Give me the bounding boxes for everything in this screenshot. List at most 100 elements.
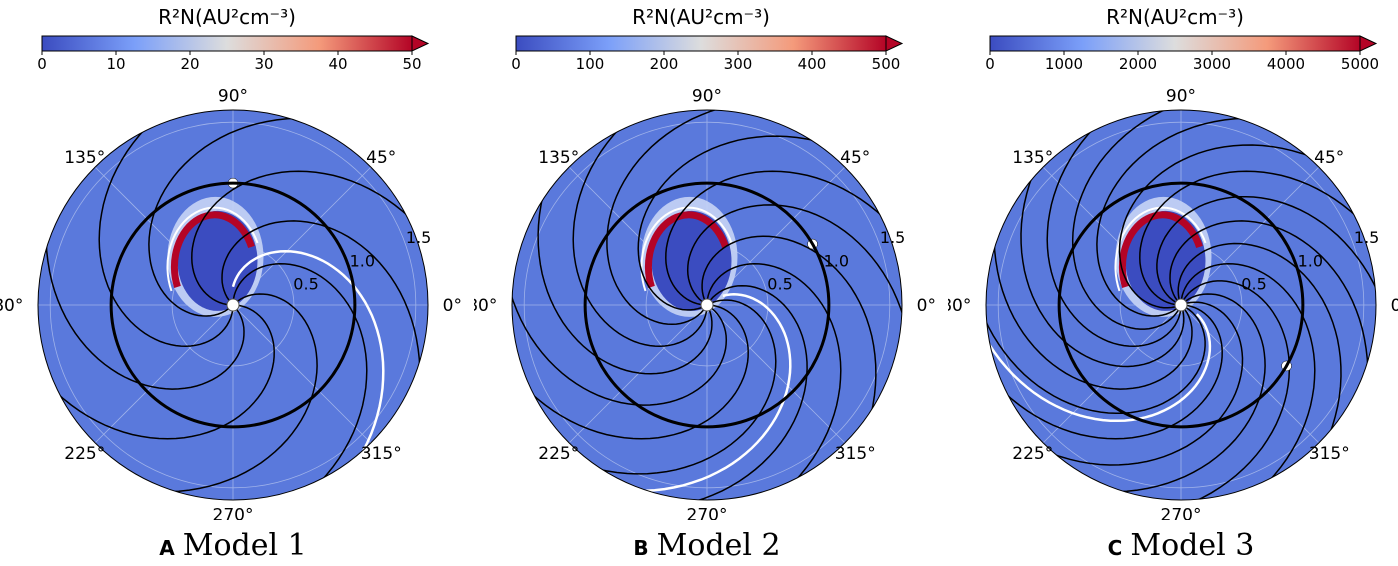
colorbar-tick-label: 2000 bbox=[1119, 55, 1157, 73]
colorbar-tick-label: 3000 bbox=[1193, 55, 1231, 73]
radial-tick-label: 1.5 bbox=[406, 228, 431, 247]
field-line bbox=[993, 139, 1193, 390]
colorbar-tick-label: 20 bbox=[180, 55, 199, 73]
field-line bbox=[704, 263, 842, 500]
field-line bbox=[572, 110, 710, 347]
angle-tick-label: 225° bbox=[538, 444, 579, 464]
colorbar-title: R²N(AU²cm⁻³) bbox=[158, 5, 296, 29]
field-line bbox=[686, 204, 902, 423]
colorbar bbox=[41, 35, 413, 52]
angle-tick-label: 0° bbox=[917, 296, 936, 316]
colorbar-tick-label: 50 bbox=[402, 55, 421, 73]
colorbar-tick-label: 500 bbox=[872, 55, 901, 73]
sun-marker bbox=[1174, 298, 1188, 312]
field-line bbox=[701, 235, 877, 500]
colorbar-tick-label: 100 bbox=[576, 55, 605, 73]
caption-model-1: A Model 1 bbox=[0, 528, 466, 563]
field-line bbox=[1139, 170, 1376, 308]
earth-orbit-ring bbox=[1057, 181, 1305, 429]
angle-tick-label: 135° bbox=[538, 148, 579, 168]
radial-tick-label: 1.0 bbox=[824, 251, 849, 270]
angle-tick-label: 135° bbox=[1012, 148, 1053, 168]
colorbar-tick-label: 30 bbox=[254, 55, 273, 73]
angle-tick-label: 0° bbox=[443, 296, 462, 316]
field-line bbox=[637, 135, 902, 311]
angle-tick-label: 270° bbox=[687, 506, 728, 520]
grid-spoke bbox=[1180, 304, 1320, 444]
colorbar-extend-arrow bbox=[1359, 35, 1378, 52]
field-line bbox=[986, 301, 1244, 466]
field-line bbox=[512, 299, 777, 475]
field-line bbox=[221, 220, 421, 471]
field-line bbox=[148, 117, 399, 317]
angle-tick-label: 180° bbox=[474, 296, 497, 316]
colorbar-tick-label: 300 bbox=[724, 55, 753, 73]
angle-tick-label: 315° bbox=[361, 444, 402, 464]
caption-text: Model 3 bbox=[1130, 528, 1255, 563]
caption-text: Model 2 bbox=[656, 528, 781, 563]
polar-border bbox=[37, 109, 429, 501]
radial-tick-label: 0.5 bbox=[767, 275, 792, 294]
colorbar-tick-label: 4000 bbox=[1267, 55, 1305, 73]
caption-model-3: C Model 3 bbox=[948, 528, 1398, 563]
field-line bbox=[986, 302, 1223, 440]
panel-tag: A bbox=[159, 536, 175, 560]
polar-plot-model-1: R²N(AU²cm⁻³) 0 10 20 30 40 50 0° 45° 90° 135° 180° 2… bbox=[0, 5, 462, 520]
field-line bbox=[1020, 110, 1185, 368]
colorbar-tick-label: 40 bbox=[328, 55, 347, 73]
field-line bbox=[1178, 263, 1316, 500]
field-line bbox=[191, 170, 428, 308]
caption-model-2: B Model 2 bbox=[474, 528, 940, 563]
polar-border bbox=[985, 109, 1377, 501]
radial-tick-label: 1.0 bbox=[350, 251, 375, 270]
panel-tag: B bbox=[633, 536, 649, 560]
field-line bbox=[1046, 110, 1184, 347]
angle-tick-label: 315° bbox=[1309, 444, 1350, 464]
radial-tick-label: 1.5 bbox=[880, 228, 905, 247]
angle-tick-label: 180° bbox=[948, 296, 971, 316]
angle-tick-label: 90° bbox=[692, 86, 722, 106]
polar-plot-model-2: R²N(AU²cm⁻³) 0 100 200 300 400 500 0° 45° 90° 135°… bbox=[474, 5, 936, 520]
angle-tick-label: 180° bbox=[0, 296, 23, 316]
field-line bbox=[67, 293, 318, 493]
colorbar-tick-label: 400 bbox=[798, 55, 827, 73]
angle-tick-label: 225° bbox=[1012, 444, 1053, 464]
field-line bbox=[98, 110, 236, 347]
field-line bbox=[1096, 117, 1347, 317]
caption-text: Model 1 bbox=[182, 528, 307, 563]
colorbar-title: R²N(AU²cm⁻³) bbox=[1106, 5, 1244, 29]
field-line bbox=[230, 263, 368, 500]
panel-model-3: R²N(AU²cm⁻³) 0 1000 2000 3000 4000 5000 0° 45° 90… bbox=[948, 0, 1398, 566]
polar-content bbox=[38, 110, 428, 500]
field-line bbox=[1177, 242, 1342, 500]
colorbar-tick-label: 5000 bbox=[1341, 55, 1379, 73]
field-line bbox=[1118, 144, 1376, 309]
colorbar bbox=[515, 35, 887, 52]
angle-tick-label: 0° bbox=[1391, 296, 1398, 316]
angle-tick-label: 90° bbox=[218, 86, 248, 106]
angle-tick-label: 135° bbox=[64, 148, 105, 168]
angle-tick-label: 270° bbox=[1161, 506, 1202, 520]
field-line bbox=[606, 110, 825, 326]
radial-tick-label: 1.5 bbox=[1354, 228, 1379, 247]
field-line bbox=[512, 302, 749, 440]
grid-spoke bbox=[706, 304, 846, 444]
angle-tick-label: 45° bbox=[366, 148, 396, 168]
colorbar-tick-label: 10 bbox=[106, 55, 125, 73]
field-line bbox=[512, 187, 728, 406]
earth-orbit-ring bbox=[109, 181, 357, 429]
polar-content bbox=[986, 110, 1376, 500]
radial-tick-label: 0.5 bbox=[293, 275, 318, 294]
panel-model-1: R²N(AU²cm⁻³) 0 10 20 30 40 50 0° 45° 90° 135° 180° 2… bbox=[0, 0, 466, 566]
field-line bbox=[537, 110, 713, 375]
panel-tag: C bbox=[1107, 536, 1123, 560]
sun-marker bbox=[700, 298, 714, 312]
cme-front-edge bbox=[166, 206, 259, 292]
colorbar-tick-label: 200 bbox=[650, 55, 679, 73]
colorbar-tick-label: 0 bbox=[985, 55, 995, 73]
cme-front bbox=[170, 211, 255, 288]
field-line bbox=[45, 139, 245, 390]
field-line bbox=[589, 284, 808, 500]
angle-tick-label: 270° bbox=[213, 506, 254, 520]
angle-tick-label: 225° bbox=[64, 444, 105, 464]
